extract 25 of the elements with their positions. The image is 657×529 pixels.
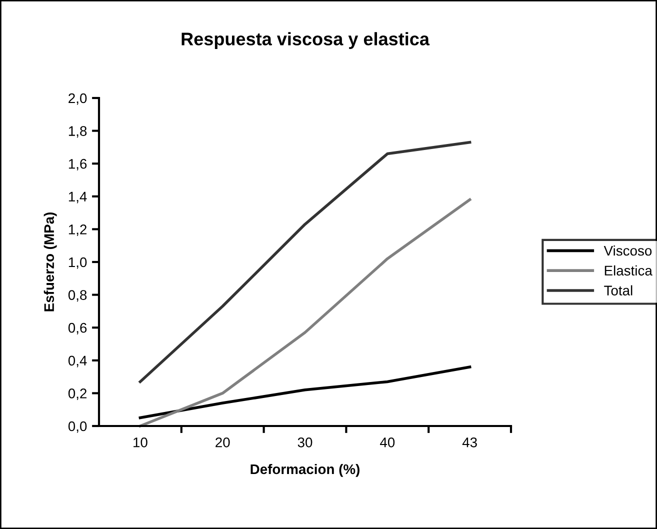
y-tick-label: 1,6 xyxy=(68,158,87,170)
legend-label: Total xyxy=(604,285,632,296)
y-tick-label: 1,0 xyxy=(68,257,87,269)
legend-label: Viscoso xyxy=(604,245,652,256)
line-series xyxy=(138,140,472,384)
legend-label: Elastica xyxy=(604,265,652,276)
y-tick-label: 0,8 xyxy=(68,290,87,302)
y-tick-label: 0,6 xyxy=(68,322,87,334)
y-axis-title: Esfuerzo (MPa) xyxy=(44,212,57,312)
x-tick-label: 43 xyxy=(462,437,477,448)
x-tick-label: 30 xyxy=(298,437,312,448)
y-tick-label: 0,2 xyxy=(68,388,86,400)
x-tick-label: 40 xyxy=(380,437,395,448)
y-tick-label: 0,0 xyxy=(68,421,87,433)
x-tick-label: 20 xyxy=(216,437,230,448)
y-tick-label: 1,2 xyxy=(68,224,86,236)
y-tick-label: 1,4 xyxy=(68,192,87,204)
y-tick-label: 1,8 xyxy=(68,126,87,138)
line-series xyxy=(138,198,472,428)
x-axis-title: Deformacion (%) xyxy=(250,464,360,477)
x-tick-label: 10 xyxy=(134,437,148,448)
y-tick-label: 0,4 xyxy=(68,356,87,368)
y-tick-label: 2,0 xyxy=(68,93,87,105)
line-series xyxy=(138,366,472,420)
chart-title: Respuesta viscosa y elastica xyxy=(182,32,430,49)
